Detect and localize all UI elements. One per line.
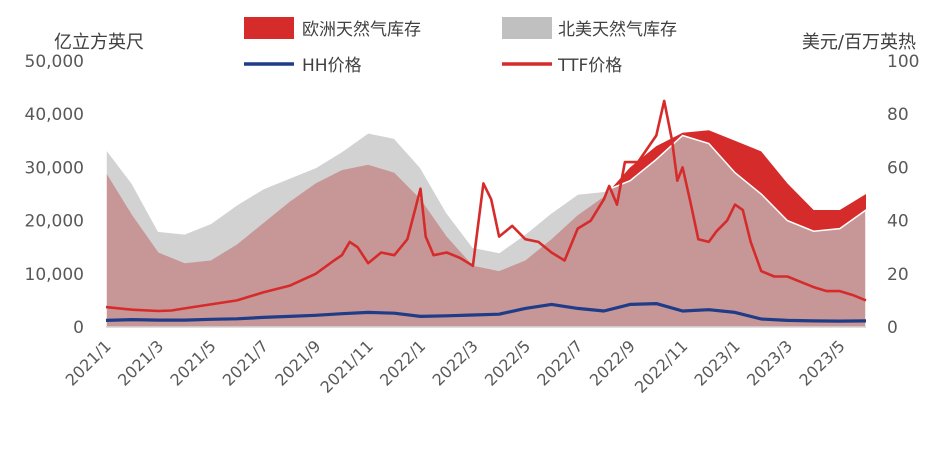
x-tick-label: 2021/9 [271, 336, 324, 389]
x-tick-label: 2022/7 [533, 336, 586, 389]
legend-label-hh-price: HH价格 [302, 56, 362, 76]
legend-label-na-storage: 北美天然气库存 [558, 20, 677, 40]
y-right-tick-label: 60 [887, 158, 909, 178]
x-tick-label: 2021/1 [62, 336, 115, 389]
y-right-tick-label: 80 [887, 105, 909, 125]
y-right-tick-label: 100 [887, 52, 919, 72]
legend-label-ttf-price: TTF价格 [557, 56, 622, 76]
legend: 欧洲天然气库存 北美天然气库存 HH价格 TTF价格 [244, 17, 677, 76]
x-tick-label: 2022/5 [481, 336, 534, 389]
line-hh-price [105, 302, 867, 323]
x-tick-label: 2021/5 [166, 336, 219, 389]
y-left-tick-label: 30,000 [25, 158, 84, 178]
line-ttf-price [105, 99, 867, 313]
left-axis-unit: 亿立方英尺 [54, 32, 144, 53]
y-left-tick-label: 40,000 [25, 105, 84, 125]
x-tick-label: 2022/1 [376, 336, 429, 389]
x-tick-label: 2022/9 [586, 336, 639, 389]
legend-swatch-na-storage [502, 17, 552, 39]
x-tick-label: 2021/3 [114, 336, 167, 389]
y-right-tick-label: 0 [887, 318, 898, 338]
area-layer [105, 130, 867, 328]
x-tick-label: 2021/7 [219, 336, 272, 389]
x-tick-label: 2022/3 [428, 336, 481, 389]
y-right-tick-label: 20 [887, 265, 909, 285]
y-left-tick-label: 50,000 [25, 52, 84, 72]
x-tick-label: 2023/5 [795, 336, 848, 389]
area-na-storage [105, 132, 867, 328]
x-tick-label: 2022/11 [631, 336, 691, 396]
y-left-tick-label: 20,000 [25, 212, 84, 232]
x-tick-label: 2023/1 [691, 336, 744, 389]
y-right-tick-label: 40 [887, 212, 909, 232]
right-axis-unit: 美元/百万英热 [802, 32, 916, 53]
x-tick-label: 2023/3 [743, 336, 796, 389]
y-left-tick-label: 0 [73, 318, 84, 338]
y-left-tick-label: 10,000 [25, 265, 84, 285]
x-tick-label: 2021/11 [316, 336, 376, 396]
legend-swatch-europe-storage [244, 17, 294, 39]
line-layer [105, 99, 867, 323]
legend-label-europe-storage: 欧洲天然气库存 [302, 20, 421, 40]
